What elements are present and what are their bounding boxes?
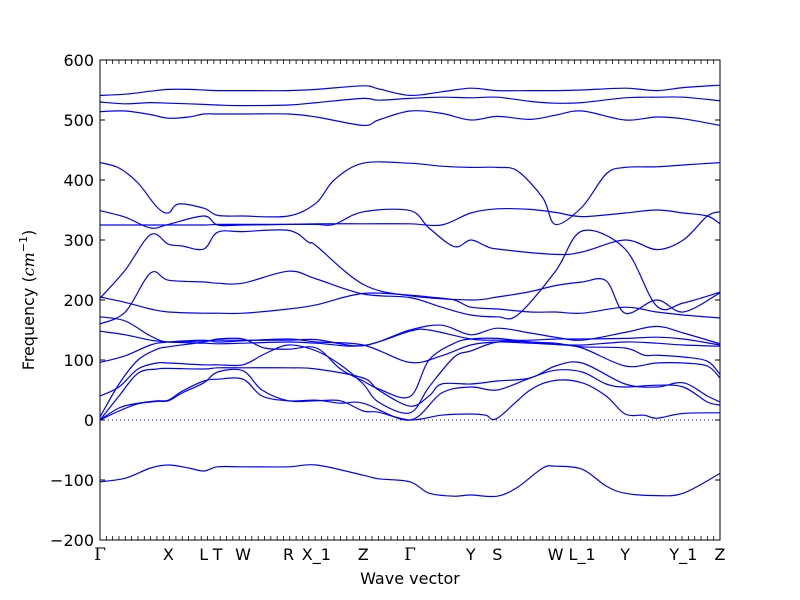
x-tick-label: X_1 [302,545,331,565]
band-line-6 [99,229,721,315]
y-axis-label-unit: cm [19,252,38,276]
x-tick-label: W [548,545,564,564]
band-line-5 [99,208,721,256]
y-axis-label-exponent: −1 [17,236,30,252]
y-tick-label: 400 [63,171,94,190]
y-tick-label: 100 [63,351,94,370]
band-line-8 [99,292,721,319]
y-tick-label: 500 [63,111,94,130]
y-axis-label-text: Frequency ( [19,276,38,370]
band-line-12 [99,337,721,418]
y-axis-label: Frequency (cm−1) [17,230,38,371]
x-tick-label: X [163,545,174,564]
x-tick-label: Γ [94,545,106,565]
band-line-14 [99,361,721,421]
y-axis-label-close: ) [19,230,38,236]
x-tick-label: Y_1 [668,545,697,565]
x-tick-label: W [235,545,251,564]
x-tick-label: Z [715,545,726,564]
y-tick-label: 600 [63,51,94,70]
x-tick-label: S [492,545,502,564]
x-tick-label: Y [619,545,630,564]
y-tick-label: 0 [84,411,94,430]
x-tick-label: T [212,545,223,564]
y-tick-label: 300 [63,231,94,250]
band-line-17 [99,464,721,498]
y-tick-label: −100 [50,471,94,490]
band-line-2 [99,110,721,127]
band-line-10 [99,328,721,347]
y-tick-label: 200 [63,291,94,310]
band-line-11 [99,338,721,364]
y-tick-label: −200 [50,531,94,550]
x-tick-label: Z [358,545,369,564]
band-line-13 [99,340,721,414]
band-line-15 [99,369,721,421]
band-line-3 [99,161,721,226]
band-line-0 [99,84,721,97]
y-tick-labels: −200 −100 0 100 200 300 400 500 600 [50,51,94,550]
x-tick-label: R [283,545,294,564]
band-line-7 [99,229,721,325]
x-tick-label: L [199,545,208,564]
band-line-16 [99,368,721,421]
band-line-1 [99,96,721,107]
x-tick-label: L_1 [569,545,596,565]
x-axis-label: Wave vector [360,569,460,588]
x-tick-labels: Γ X L T W R X_1 Z Γ Y S W L_1 Y Y_1 Z [94,545,725,565]
plot-frame [99,59,721,541]
x-tick-label: Y [465,545,476,564]
series-lines [99,84,721,498]
x-tick-label: Γ [404,545,416,565]
axis-ticks [99,59,721,541]
